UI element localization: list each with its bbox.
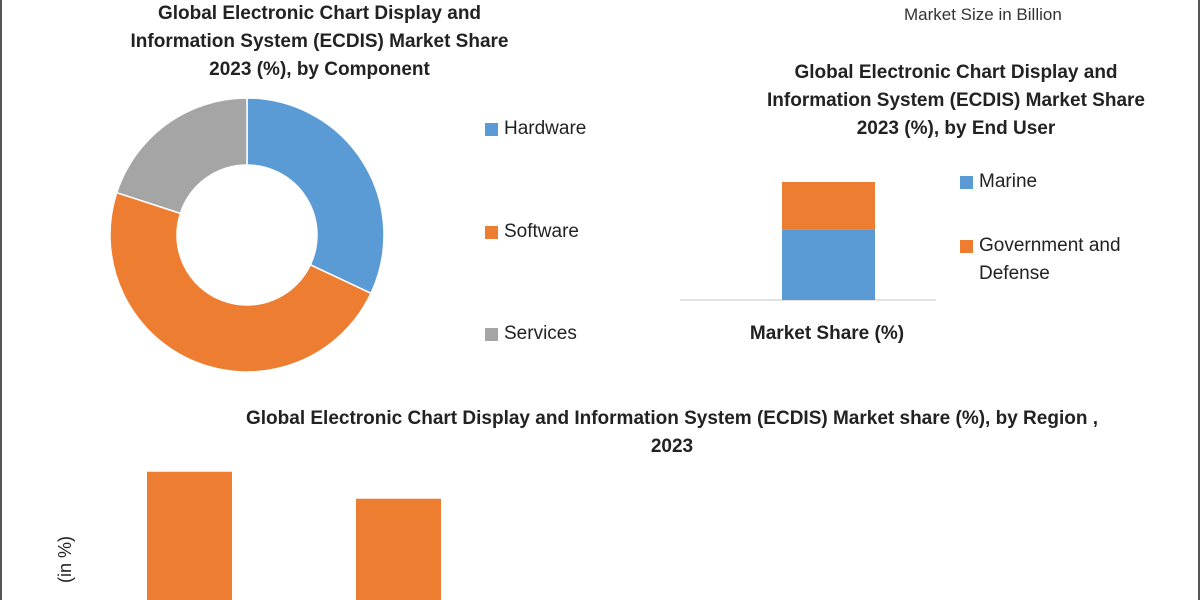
legend-label-marine: Marine xyxy=(979,171,1038,192)
legend-swatch-hardware xyxy=(485,123,498,136)
end-user-chart-title: Global Electronic Chart Display and Info… xyxy=(767,62,1145,139)
region-y-axis-label: (in %) xyxy=(55,535,75,583)
legend-item-government-and-defense: Government and Defense xyxy=(960,232,1150,288)
legend-item-marine: Marine xyxy=(960,168,1150,196)
end-user-category-label: Market Share (%) xyxy=(749,323,905,344)
legend-label-software: Software xyxy=(504,221,579,242)
end-user-stacked-chart xyxy=(680,182,936,301)
legend-item-services: Services xyxy=(485,320,577,348)
stacked-bar-government-and-defense xyxy=(782,182,875,230)
donut-slice-software xyxy=(109,191,372,373)
legend-item-software: Software xyxy=(485,218,579,246)
legend-item-hardware: Hardware xyxy=(485,115,586,143)
legend-swatch-services xyxy=(485,328,498,341)
stacked-bar-marine xyxy=(782,229,875,300)
region-bar-chart xyxy=(147,471,441,600)
legend-label-services: Services xyxy=(504,323,577,344)
region-bar-1 xyxy=(147,471,232,600)
region-bar-2 xyxy=(356,498,441,600)
component-chart-title: Global Electronic Chart Display and Info… xyxy=(130,3,509,80)
legend-swatch-software xyxy=(485,226,498,239)
component-donut-chart xyxy=(109,97,385,373)
donut-slice-hardware xyxy=(246,97,385,295)
market-size-caption: Market Size in Billion xyxy=(904,5,1062,24)
legend-swatch-marine xyxy=(960,176,973,189)
donut-slice-services xyxy=(115,97,248,215)
legend-swatch-government-and-defense xyxy=(960,240,973,253)
region-chart-title: Global Electronic Chart Display and Info… xyxy=(245,408,1098,457)
legend-label-hardware: Hardware xyxy=(504,118,587,139)
legend-label-government-and-defense: Government and Defense xyxy=(979,235,1121,284)
